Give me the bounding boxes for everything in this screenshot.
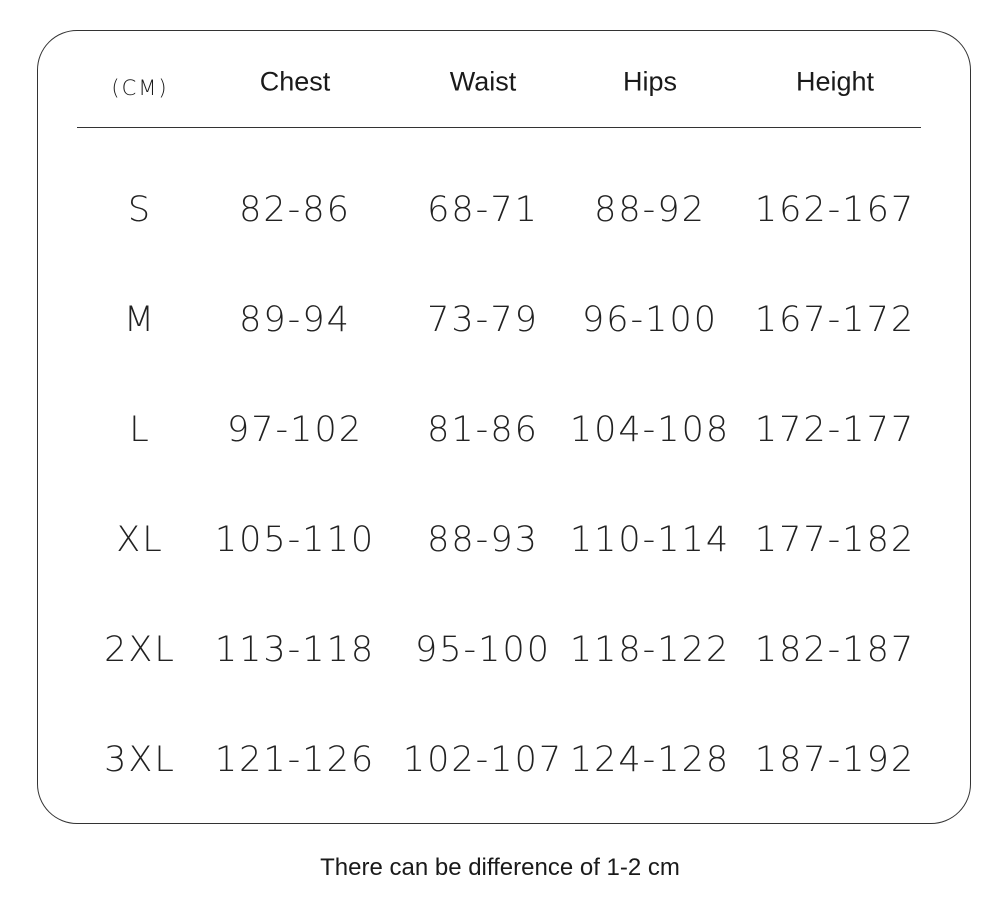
column-header: Hips — [622, 66, 678, 97]
column-header: Chest — [259, 66, 331, 97]
size-label: S — [127, 190, 153, 230]
measurement-cell: 82-86 — [239, 190, 351, 230]
column-header: Height — [795, 66, 875, 97]
size-label: L — [129, 410, 151, 450]
measurement-cell: 104-108 — [569, 410, 731, 450]
unit-label: (CM) — [111, 76, 169, 100]
measurement-cell: 89-94 — [239, 300, 351, 340]
size-label: XL — [116, 520, 164, 560]
measurement-cell: 167-172 — [754, 300, 916, 340]
footnote: There can be difference of 1-2 cm — [320, 854, 680, 881]
size-label: 3XL — [104, 740, 176, 780]
header-divider — [77, 127, 921, 128]
measurement-cell: 162-167 — [754, 190, 916, 230]
measurement-cell: 88-92 — [594, 190, 706, 230]
size-label: 2XL — [104, 630, 176, 670]
measurement-cell: 182-187 — [754, 630, 916, 670]
size-chart-frame — [37, 30, 971, 824]
measurement-cell: 113-118 — [214, 630, 376, 670]
measurement-cell: 88-93 — [427, 520, 539, 560]
measurement-cell: 102-107 — [402, 740, 564, 780]
measurement-cell: 97-102 — [227, 410, 363, 450]
measurement-cell: 172-177 — [754, 410, 916, 450]
measurement-cell: 73-79 — [427, 300, 539, 340]
measurement-cell: 96-100 — [582, 300, 718, 340]
measurement-cell: 177-182 — [754, 520, 916, 560]
measurement-cell: 105-110 — [214, 520, 376, 560]
size-label: M — [123, 300, 157, 340]
measurement-cell: 118-122 — [569, 630, 731, 670]
measurement-cell: 81-86 — [427, 410, 539, 450]
measurement-cell: 187-192 — [754, 740, 916, 780]
measurement-cell: 110-114 — [569, 520, 731, 560]
measurement-cell: 68-71 — [427, 190, 539, 230]
measurement-cell: 95-100 — [415, 630, 551, 670]
measurement-cell: 124-128 — [569, 740, 731, 780]
measurement-cell: 121-126 — [214, 740, 376, 780]
column-header: Waist — [449, 66, 517, 97]
